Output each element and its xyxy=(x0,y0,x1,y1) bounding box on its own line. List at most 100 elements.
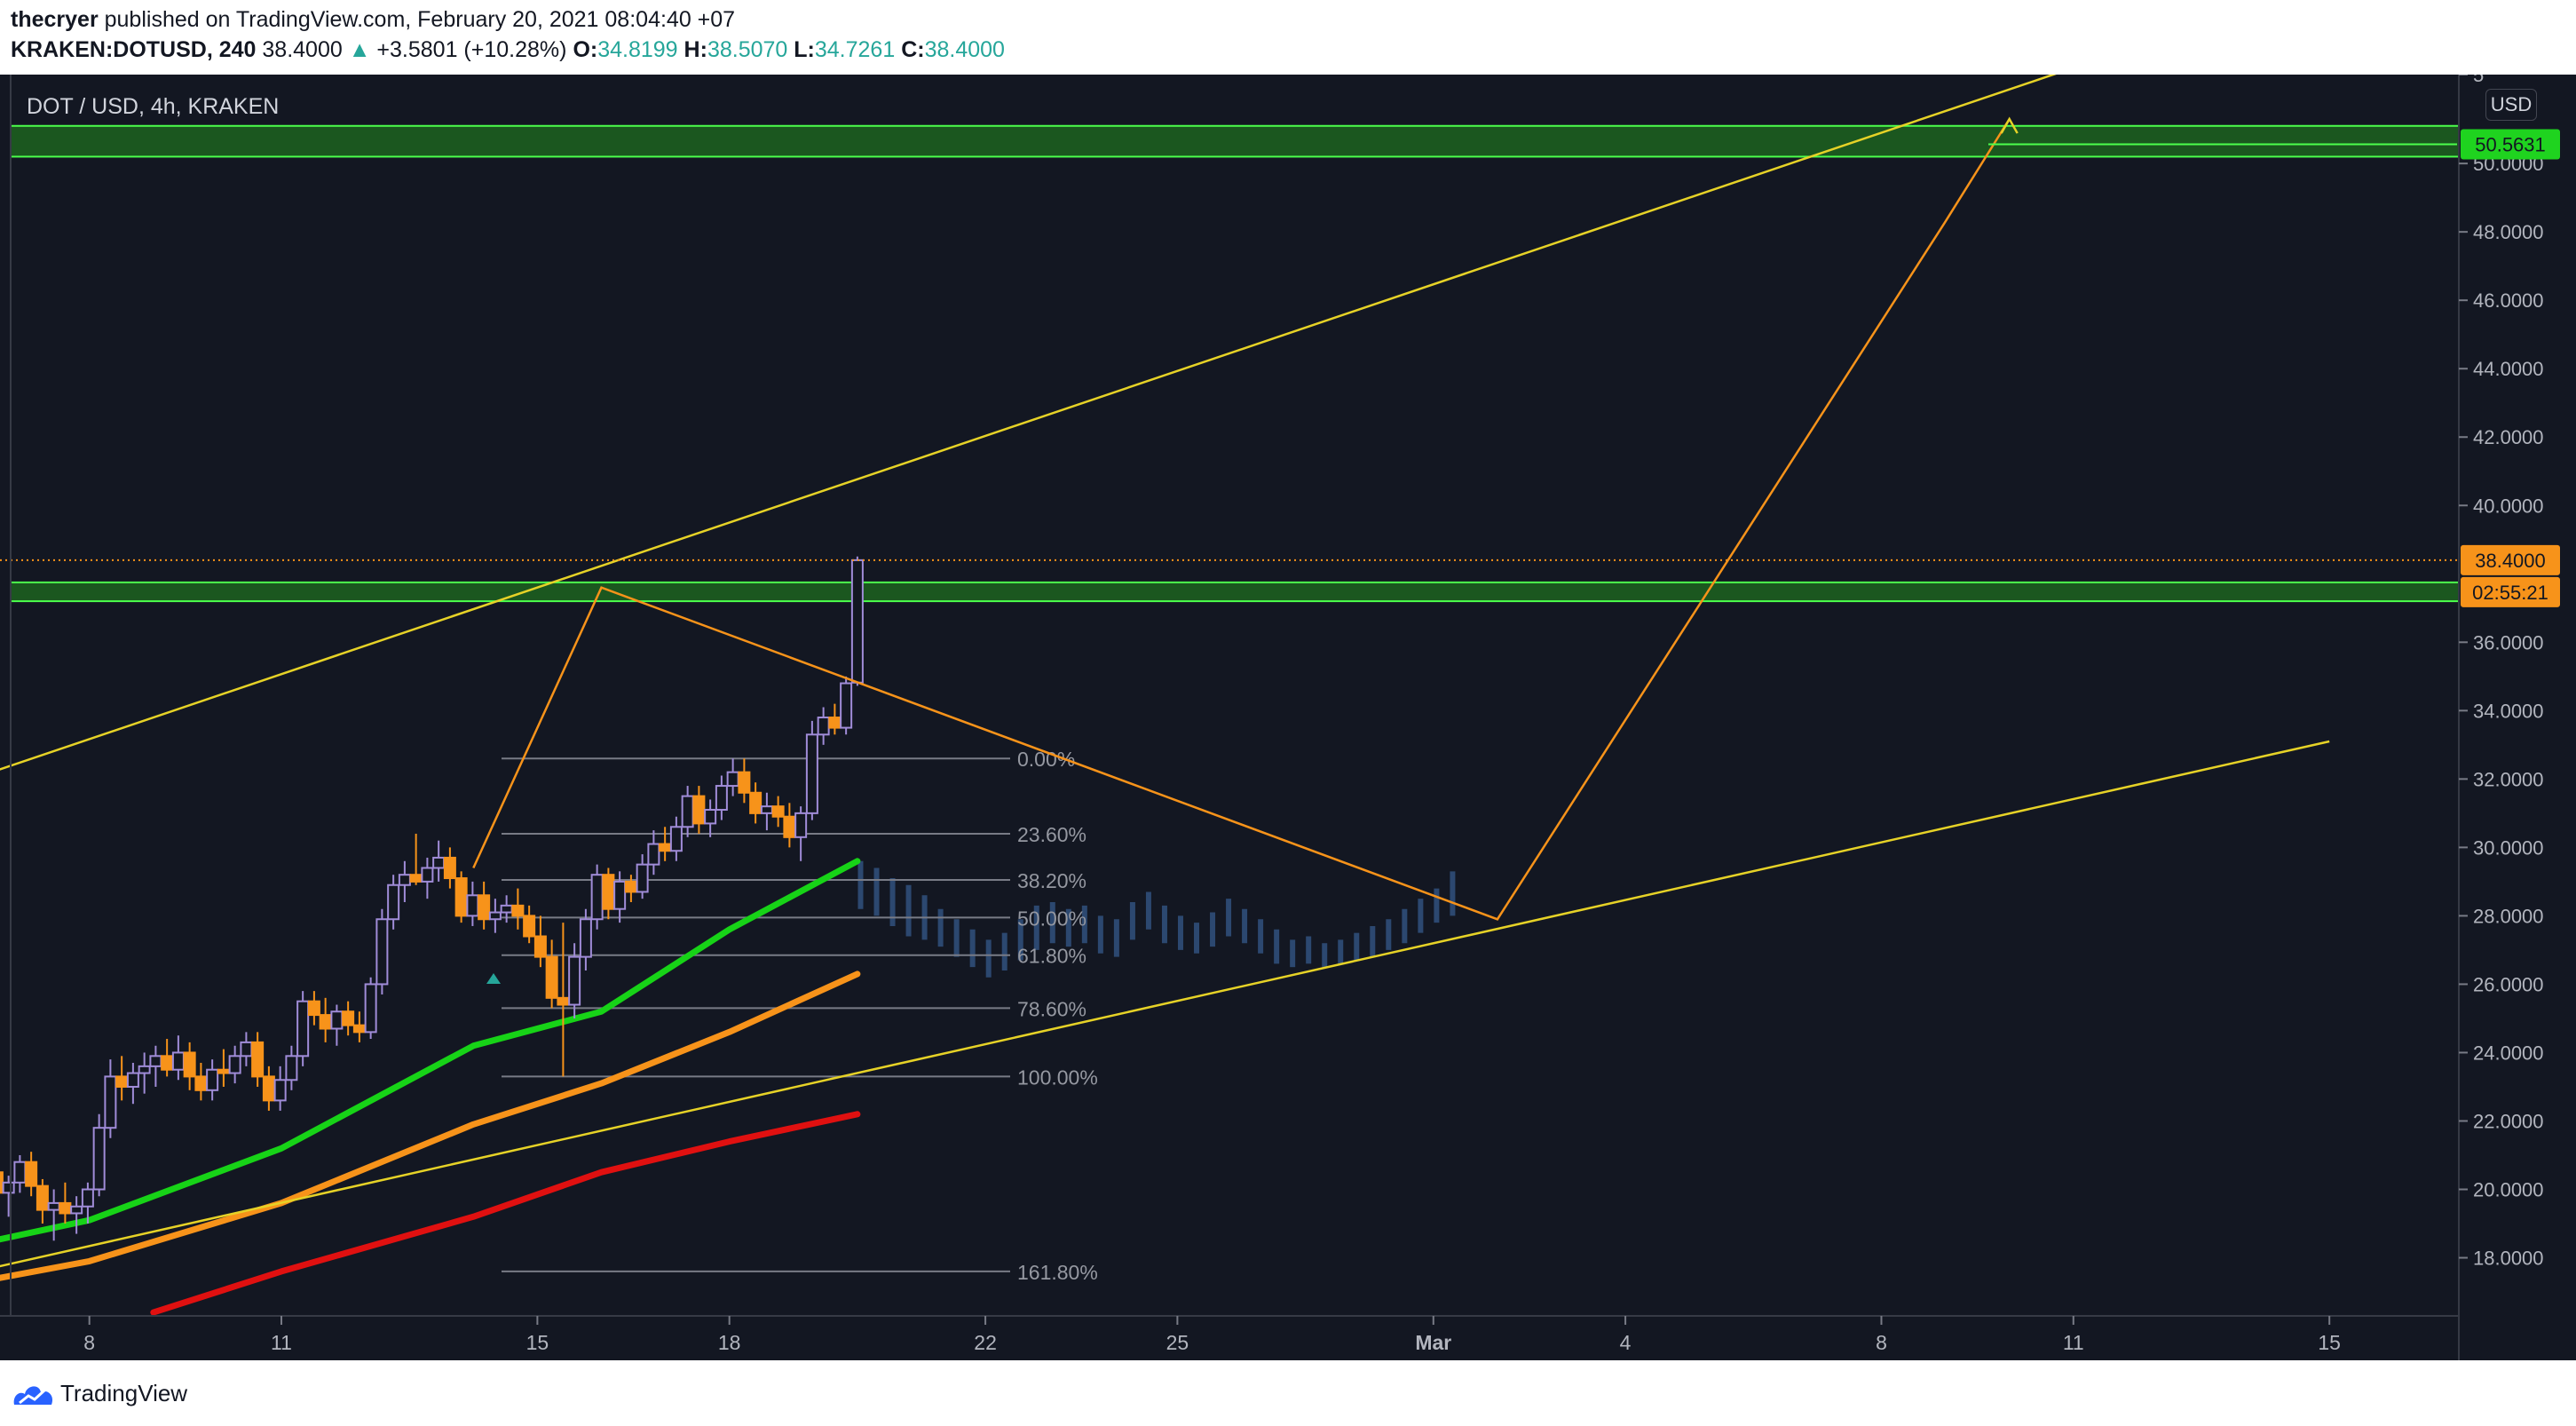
countdown-label-bg xyxy=(2461,576,2560,607)
candle-body xyxy=(92,1127,106,1191)
candle-body xyxy=(149,1055,162,1067)
candle-body xyxy=(81,1188,94,1208)
candle-body xyxy=(511,904,525,917)
projection-path xyxy=(472,118,2011,921)
symbol-info: KRAKEN:DOTUSD, 240 38.4000 ▲ +3.5801 (+1… xyxy=(11,37,1005,63)
last-price: 38.4000 xyxy=(262,37,343,62)
candle-body xyxy=(602,874,615,910)
candle-body xyxy=(228,1055,241,1074)
candle-body xyxy=(738,771,751,794)
high-value: 38.5070 xyxy=(707,37,788,62)
target-price-label: 50.5631 xyxy=(2475,133,2546,155)
candle-body xyxy=(669,826,683,852)
candle-body xyxy=(533,935,547,958)
low-label: L: xyxy=(794,37,815,62)
y-tick-label: 46.0000 xyxy=(2473,289,2544,312)
countdown-label: 02:55:21 xyxy=(2472,582,2548,604)
low-value: 34.7261 xyxy=(814,37,896,62)
tradingview-logo-icon[interactable] xyxy=(11,1378,57,1410)
trendlines-layer[interactable] xyxy=(0,75,2330,1275)
candle-body xyxy=(161,1055,174,1071)
candle-body xyxy=(285,1055,298,1081)
candle-body xyxy=(613,880,627,910)
chart-background xyxy=(0,75,2576,1360)
moving-averages-layer xyxy=(0,858,861,1316)
candle-body xyxy=(251,1041,265,1078)
candle-body xyxy=(387,883,400,921)
candle-body xyxy=(568,955,581,1006)
y-tick-label: 44.0000 xyxy=(2473,358,2544,380)
candle-body xyxy=(126,1072,139,1088)
candle-body xyxy=(25,1161,38,1187)
x-tick-label: 8 xyxy=(1876,1331,1887,1354)
y-tick-label: 28.0000 xyxy=(2473,905,2544,927)
candle-body xyxy=(59,1201,72,1215)
moving-average-1 xyxy=(0,970,861,1281)
y-tick-label: 40.0000 xyxy=(2473,495,2544,517)
candle-body xyxy=(545,955,558,999)
currency-button[interactable]: USD xyxy=(2485,89,2537,121)
candle-body xyxy=(500,904,513,914)
x-tick-label: 11 xyxy=(271,1331,292,1354)
candle-body xyxy=(840,682,853,729)
symbol-label: KRAKEN:DOTUSD, 240 xyxy=(11,37,257,62)
candle-body xyxy=(478,894,491,921)
footer: TradingView xyxy=(0,1360,2576,1426)
candle-body xyxy=(760,805,773,814)
axes-layer: 550.000048.000046.000044.000042.000040.0… xyxy=(0,75,2560,1360)
x-tick-label: 15 xyxy=(526,1331,549,1354)
ghost-bars-layer xyxy=(857,860,1456,978)
candle-body xyxy=(557,996,570,1006)
candle-body xyxy=(13,1161,27,1184)
price-change: +3.5801 (+10.28%) xyxy=(376,37,567,62)
candle-body xyxy=(624,880,637,893)
candle-body xyxy=(273,1079,287,1102)
fib-label: 61.80% xyxy=(1017,945,1087,968)
x-tick-label: 15 xyxy=(2318,1331,2341,1354)
candle-body xyxy=(647,843,660,866)
price-chart[interactable]: 0.00%23.60%38.20%50.00%61.80%78.60%100.0… xyxy=(0,75,2576,1360)
candle-body xyxy=(771,805,785,818)
y-tick-label: 30.0000 xyxy=(2473,836,2544,859)
fib-label: 23.60% xyxy=(1017,823,1087,846)
candles-layer xyxy=(0,556,864,1241)
y-tick-label: 32.0000 xyxy=(2473,768,2544,790)
candle-body xyxy=(443,856,456,880)
y-tick-label: 34.0000 xyxy=(2473,700,2544,722)
candle-body xyxy=(421,867,434,883)
candle-body xyxy=(171,1051,185,1071)
x-tick-label: Mar xyxy=(1415,1331,1451,1354)
candle-body xyxy=(296,1000,310,1058)
candle-body xyxy=(409,874,423,883)
moving-average-0 xyxy=(0,858,861,1243)
candle-body xyxy=(636,863,649,893)
candle-body xyxy=(726,771,739,788)
projection-layer[interactable] xyxy=(0,116,2459,921)
y-tick-label: 48.0000 xyxy=(2473,221,2544,243)
close-value: 38.4000 xyxy=(924,37,1005,62)
candle-body xyxy=(590,874,604,921)
candle-body xyxy=(805,733,818,814)
y-tick-label: 20.0000 xyxy=(2473,1179,2544,1201)
author-name[interactable]: thecryer xyxy=(11,7,99,32)
y-tick-label: 24.0000 xyxy=(2473,1042,2544,1064)
fib-label: 100.00% xyxy=(1017,1066,1098,1089)
tradingview-brand[interactable]: TradingView xyxy=(60,1380,188,1406)
y-tick-label: 22.0000 xyxy=(2473,1110,2544,1132)
y-tick-label: 26.0000 xyxy=(2473,973,2544,995)
y-tick-label: 36.0000 xyxy=(2473,631,2544,654)
candle-body xyxy=(104,1075,117,1129)
fib-retracement[interactable]: 0.00%23.60%38.20%50.00%61.80%78.60%100.0… xyxy=(502,748,1098,1284)
x-tick-label: 4 xyxy=(1620,1331,1632,1354)
candle-body xyxy=(850,559,864,684)
fib-label: 78.60% xyxy=(1017,997,1087,1020)
candle-body xyxy=(352,1024,366,1034)
candle-body xyxy=(523,915,536,938)
fib-label: 161.80% xyxy=(1017,1261,1098,1284)
candle-body xyxy=(330,1010,344,1030)
candle-body xyxy=(194,1075,208,1091)
candle-body xyxy=(217,1068,230,1074)
candle-body xyxy=(681,795,694,828)
target-arrow-icon xyxy=(2000,116,2019,134)
y-tick-label: 5 xyxy=(2473,75,2484,86)
